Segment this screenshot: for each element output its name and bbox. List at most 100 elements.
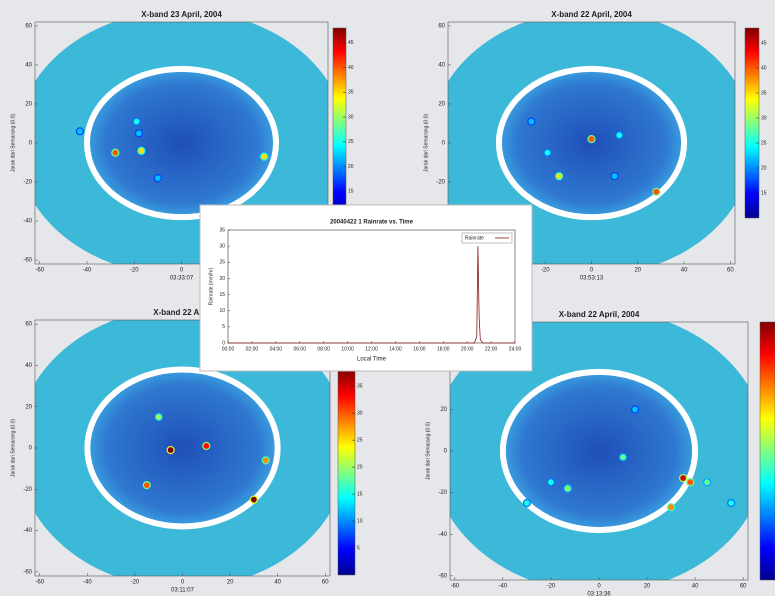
colorbar-label: 5 [357,545,360,551]
legend-label: Rainrate [465,235,484,241]
echo [143,482,150,489]
y-tick-label: 20 [219,276,225,282]
colorbar-label: 15 [761,190,767,196]
y-axis-label: Jarak dari Semarang (0.0) [425,422,431,480]
x-tick-label: -40 [83,580,92,586]
y-tick-label: 40 [438,63,445,69]
x-tick-label: -20 [131,580,140,586]
y-tick-label: -60 [23,569,32,575]
colorbar-label: 40 [348,65,354,71]
echo [250,496,257,503]
y-tick-label: -20 [23,180,32,186]
x-tick-label: 40 [681,268,688,274]
echo [155,414,162,421]
colorbar-label: 20 [348,164,354,170]
colorbar-label: 35 [357,384,363,390]
x-tick-label: 40 [692,584,699,590]
panel-title: X-band 22 April, 2004 [551,10,632,19]
x-tick-label: 16:00 [413,346,426,352]
x-tick-label: 20 [634,268,641,274]
page: -60-40-200204060-60-40-200204060X-band 2… [0,0,775,596]
x-tick-label: 60 [740,584,747,590]
y-tick-label: 40 [25,363,32,369]
panel-title: X-band 22 April, 2004 [559,310,640,319]
echo [588,136,595,143]
colorbar [333,28,346,216]
colorbar-label: 35 [348,90,354,96]
colorbar-label: 30 [348,114,354,120]
echo [680,475,687,482]
colorbar-label: 40 [761,65,767,71]
colorbar-label: 45 [761,40,767,46]
time-label: 03:33:07 [170,276,194,282]
y-tick-label: 15 [219,292,225,298]
x-tick-label: 20 [644,584,651,590]
echo [668,504,675,511]
colorbar-label: 25 [761,140,767,146]
time-label: 03:53:13 [580,276,604,282]
x-tick-label: 40 [274,580,281,586]
y-tick-label: 20 [438,102,445,108]
colorbar [760,322,775,580]
colorbar-label: 20 [357,464,363,470]
inset-title: 20040422 1 Rainrate vs. Time [330,220,414,226]
x-tick-label: 20:00 [461,346,474,352]
x-tick-label: -40 [83,268,92,274]
y-tick-label: -60 [23,258,32,264]
echo [632,406,639,413]
x-tick-label: -20 [547,584,556,590]
echo [547,479,554,486]
echo [262,457,269,464]
echo [620,454,627,461]
x-axis-label: Local Time [357,357,387,363]
colorbar-label: 45 [348,40,354,46]
echo [167,447,174,454]
x-tick-label: 00:00 [222,346,235,352]
x-tick-label: -60 [450,584,459,590]
y-tick-label: 60 [438,23,445,29]
y-tick-label: 60 [25,322,32,328]
x-tick-label: -20 [541,268,550,274]
echo [523,500,530,507]
colorbar [745,28,759,218]
echo [261,153,268,160]
x-tick-label: -20 [130,268,139,274]
time-label: 03:13:36 [587,592,611,596]
y-tick-label: 20 [25,404,32,410]
y-tick-label: 60 [25,23,32,29]
echo [611,173,618,180]
y-tick-label: 40 [25,63,32,69]
x-tick-label: 60 [322,580,329,586]
y-tick-label: 5 [222,324,225,330]
echo [528,118,535,125]
x-tick-label: -40 [499,584,508,590]
y-axis-label: Rainrate (mm/hr) [208,267,214,305]
colorbar-label: 30 [761,115,767,121]
echo [76,128,83,135]
colorbar-label: 15 [348,189,354,195]
echo [687,479,694,486]
echo [112,149,119,156]
echo [564,485,571,492]
y-tick-label: 0 [222,340,225,346]
y-tick-label: -20 [436,180,445,186]
y-tick-label: -20 [23,487,32,493]
y-tick-label: -40 [23,219,32,225]
echo [138,147,145,154]
x-tick-label: 18:00 [437,346,450,352]
y-tick-label: 30 [219,243,225,249]
echo [133,118,140,125]
echo [203,442,210,449]
x-tick-label: 12:00 [365,346,378,352]
x-tick-label: 06:00 [293,346,306,352]
echo [728,500,735,507]
y-tick-label: -40 [23,528,32,534]
colorbar [338,370,355,575]
x-tick-label: 04:00 [270,346,283,352]
echo [704,479,711,486]
time-label: 03:11:07 [171,588,195,594]
colorbar-label: 30 [357,410,363,416]
x-tick-label: -60 [35,580,44,586]
y-tick-label: 10 [219,308,225,314]
y-axis-label: Jarak dari Semarang (0.0) [10,114,16,172]
